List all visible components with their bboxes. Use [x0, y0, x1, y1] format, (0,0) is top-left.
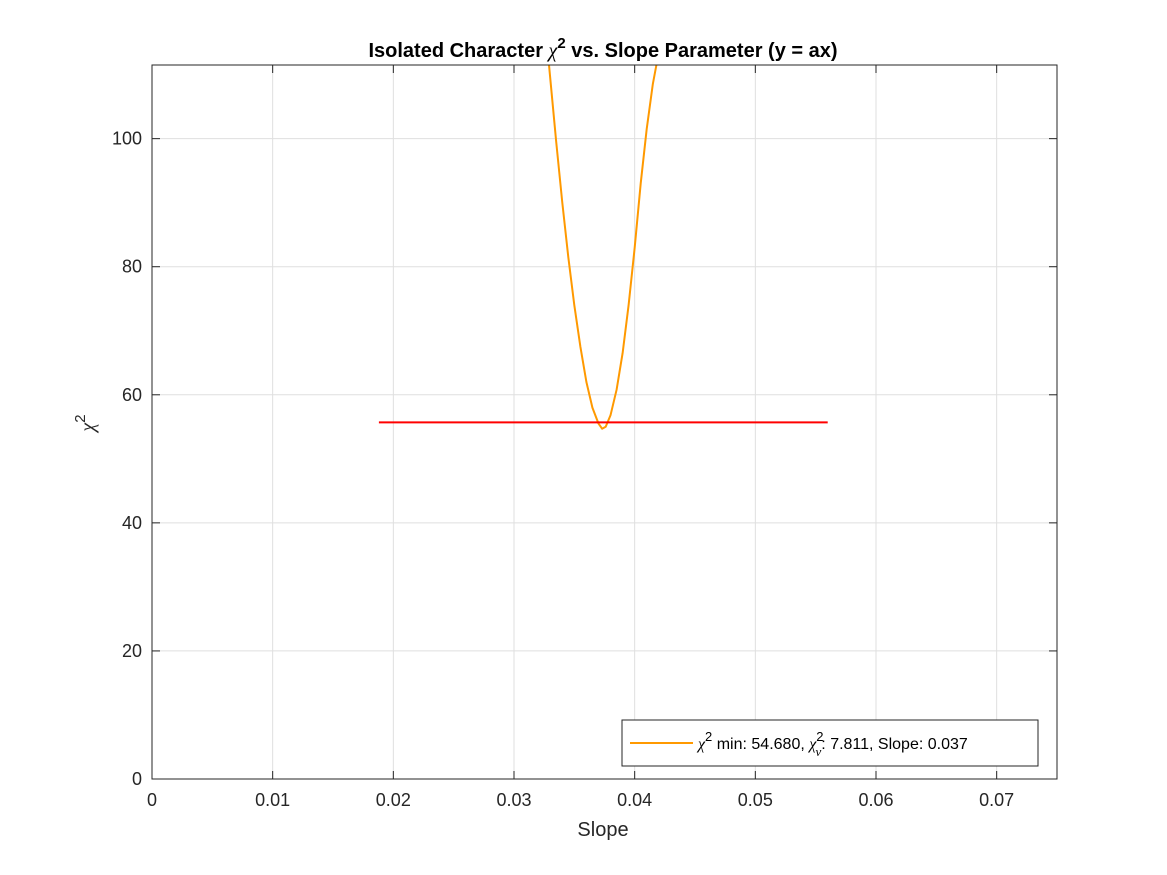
x-tick-label: 0.07 [979, 790, 1014, 810]
tick-labels: 0 0.01 0.02 0.03 0.04 0.05 0.06 0.07 0 20 40 60 80 10… [112, 129, 1014, 810]
x-tick-label: 0.05 [738, 790, 773, 810]
series-layer [378, 64, 828, 430]
legend-nu-sup: 2 [816, 729, 823, 744]
y-axis-chi: χ [77, 422, 99, 434]
y-tick-label: 40 [122, 513, 142, 533]
title-suffix: vs. Slope Parameter (y = ax) [566, 40, 838, 62]
x-tick-label: 0 [147, 790, 157, 810]
x-tick-label: 0.06 [858, 790, 893, 810]
title-prefix: Isolated Character [368, 40, 548, 62]
legend-rest-text: : 7.811, Slope: 0.037 [821, 736, 968, 753]
title-chi-sup: 2 [557, 35, 565, 52]
y-axis-chi-sup: 2 [72, 414, 89, 422]
x-tick-label: 0.04 [617, 790, 652, 810]
axes-frame [151, 64, 1058, 780]
legend: χ2 min: 54.680, χ2 ν: 7.811, Slope: 0.037 [621, 719, 1039, 767]
y-axis-label: χ2 [72, 414, 99, 433]
x-tick-label: 0.01 [255, 790, 290, 810]
chi-square-curve [548, 64, 658, 430]
y-tick-label: 60 [122, 385, 142, 405]
chart-title: Isolated Character χ2 vs. Slope Paramete… [368, 35, 837, 62]
y-tick-label: 20 [122, 641, 142, 661]
grid [151, 65, 1057, 780]
legend-min-text: min: 54.680, [712, 736, 809, 753]
ticks [151, 65, 1057, 780]
legend-chi-nu: χ [807, 736, 817, 753]
y-tick-label: 80 [122, 257, 142, 277]
y-tick-label: 100 [112, 129, 142, 149]
legend-entry-chi-square-curve: χ2 min: 54.680, χ2 ν: 7.811, Slope: 0.037 [696, 729, 968, 759]
legend-nu-sub: ν [816, 744, 822, 759]
x-tick-label: 0.02 [376, 790, 411, 810]
legend-chi: χ [696, 736, 706, 753]
legend-chi-sup: 2 [705, 729, 712, 744]
y-tick-label: 0 [132, 769, 142, 789]
x-axis-label: Slope [577, 819, 628, 841]
x-tick-label: 0.03 [496, 790, 531, 810]
title-chi: χ [547, 40, 559, 62]
